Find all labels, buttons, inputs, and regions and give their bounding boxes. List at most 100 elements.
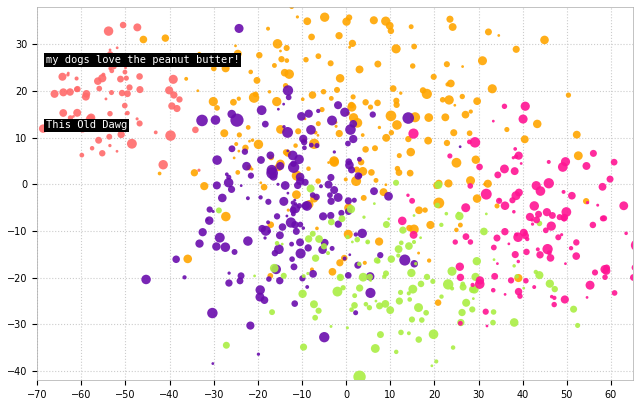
Point [348, 136, 358, 142]
Point [323, 181, 333, 188]
Point [372, 100, 383, 106]
Point [132, 116, 142, 122]
Point [335, 75, 345, 81]
Point [465, 239, 476, 245]
Point [314, 307, 324, 314]
Point [433, 300, 444, 306]
Point [372, 257, 382, 264]
Point [272, 213, 282, 220]
Point [394, 169, 404, 176]
Point [271, 266, 282, 273]
Point [549, 295, 559, 301]
Point [593, 202, 603, 208]
Point [509, 263, 519, 269]
Point [299, 137, 309, 143]
Point [388, 85, 398, 92]
Point [106, 89, 116, 96]
Point [393, 252, 403, 259]
Point [182, 256, 193, 262]
Point [250, 91, 260, 98]
Point [229, 249, 239, 255]
Point [493, 32, 504, 39]
Point [447, 285, 457, 292]
Point [355, 173, 365, 179]
Point [58, 74, 68, 80]
Point [329, 149, 339, 155]
Point [275, 232, 285, 239]
Point [525, 214, 535, 220]
Point [362, 239, 372, 245]
Point [458, 63, 468, 70]
Point [273, 106, 284, 112]
Point [472, 98, 483, 105]
Point [280, 70, 290, 76]
Point [605, 176, 615, 182]
Point [221, 342, 232, 348]
Point [422, 274, 432, 280]
Point [288, 207, 298, 213]
Point [154, 170, 164, 177]
Point [235, 278, 245, 284]
Point [283, 207, 293, 213]
Point [458, 284, 468, 290]
Point [275, 126, 285, 133]
Point [294, 156, 304, 162]
Point [141, 276, 151, 283]
Point [396, 329, 406, 336]
Point [449, 129, 459, 136]
Point [307, 92, 317, 98]
Point [313, 178, 323, 184]
Point [408, 130, 419, 137]
Point [317, 247, 328, 253]
Point [270, 250, 280, 256]
Point [370, 145, 380, 151]
Point [267, 167, 277, 173]
Point [334, 33, 344, 39]
Point [380, 301, 390, 307]
Point [93, 137, 104, 144]
Point [269, 62, 280, 69]
Point [428, 331, 438, 337]
Point [246, 69, 256, 75]
Point [365, 274, 375, 280]
Point [212, 182, 222, 189]
Point [231, 141, 241, 147]
Point [365, 273, 375, 280]
Point [274, 246, 284, 252]
Point [278, 101, 289, 107]
Point [369, 17, 379, 24]
Point [557, 232, 567, 238]
Point [481, 309, 491, 315]
Point [489, 256, 499, 263]
Point [259, 297, 269, 303]
Point [432, 202, 442, 209]
Point [227, 186, 237, 193]
Point [513, 289, 524, 295]
Point [561, 260, 571, 267]
Point [325, 192, 335, 198]
Point [344, 205, 354, 211]
Point [404, 330, 414, 337]
Point [387, 129, 397, 136]
Point [275, 278, 285, 284]
Point [335, 274, 346, 281]
Point [115, 76, 125, 82]
Point [352, 120, 362, 126]
Point [349, 292, 360, 299]
Point [381, 135, 391, 141]
Point [326, 60, 336, 67]
Point [391, 98, 401, 104]
Point [264, 276, 274, 282]
Point [489, 244, 499, 251]
Point [131, 58, 141, 65]
Point [409, 212, 419, 219]
Point [549, 301, 559, 308]
Point [312, 225, 322, 232]
Point [543, 159, 554, 165]
Point [408, 286, 418, 292]
Point [223, 179, 234, 186]
Point [428, 278, 438, 284]
Point [207, 310, 218, 316]
Point [630, 264, 640, 271]
Point [597, 184, 607, 190]
